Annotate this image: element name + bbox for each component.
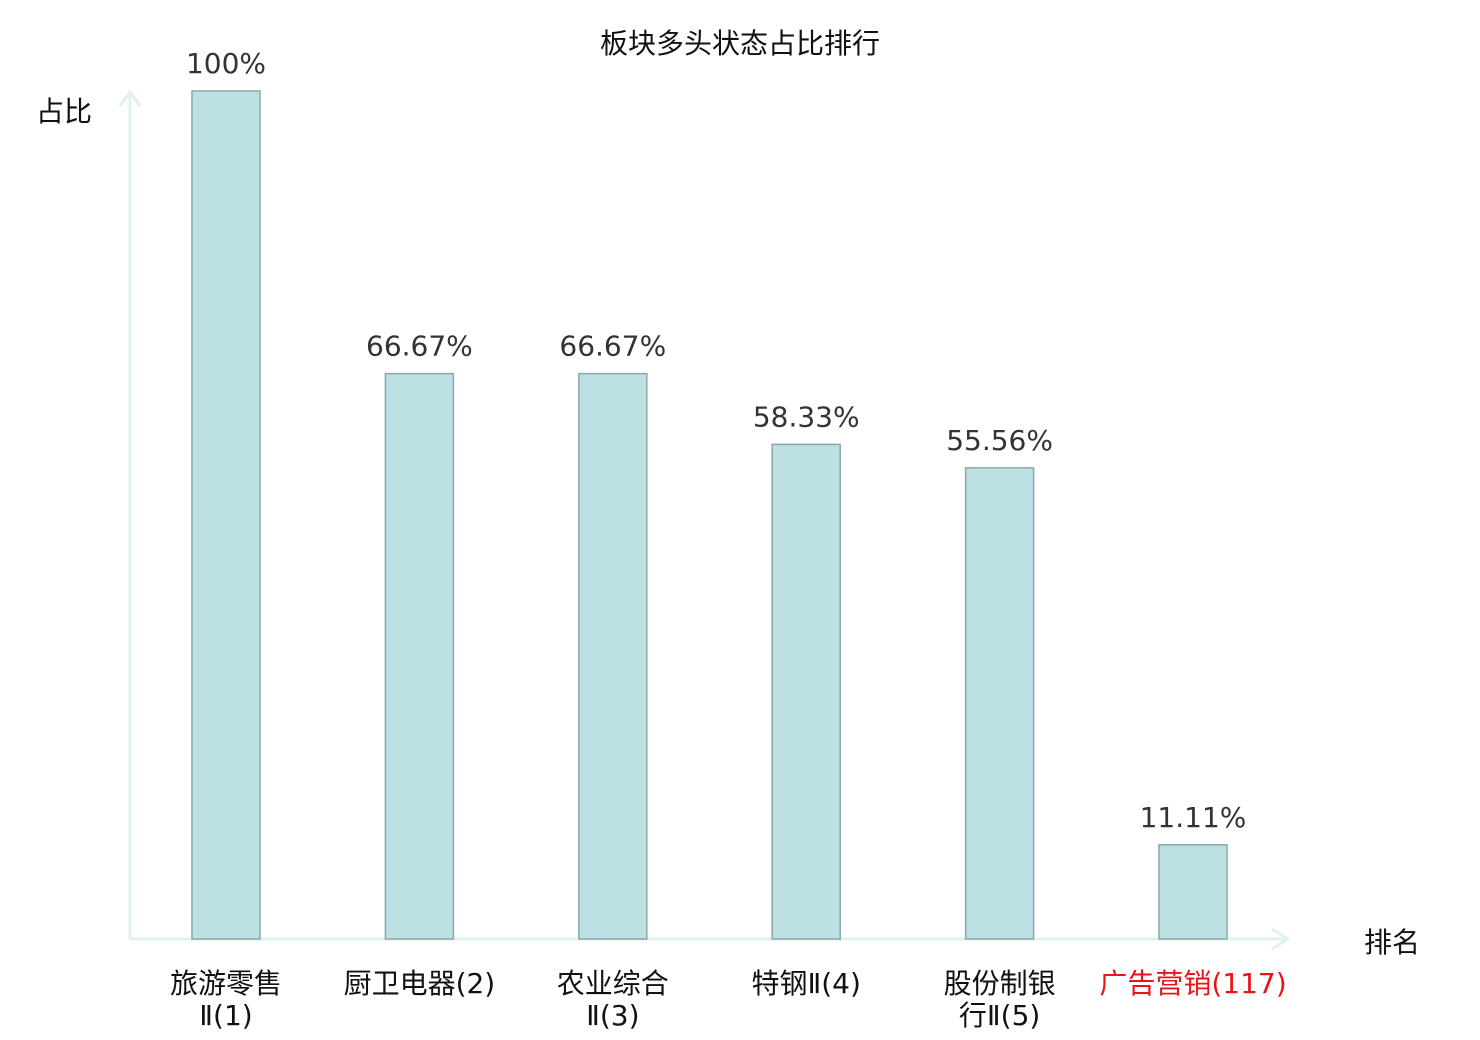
x-tick-label: 厨卫电器(2) <box>344 967 496 1000</box>
data-label: 100% <box>186 47 266 80</box>
x-tick-label: 广告营销(117) <box>1099 967 1286 1000</box>
data-label: 11.11% <box>1140 801 1247 834</box>
x-tick-label: Ⅱ(1) <box>199 999 252 1032</box>
x-tick-label: 旅游零售 <box>170 967 282 1000</box>
bar <box>964 467 1035 940</box>
x-tick-label: Ⅱ(3) <box>586 999 639 1032</box>
bar <box>578 372 648 940</box>
bar <box>191 90 261 940</box>
data-label: 55.56% <box>946 424 1053 457</box>
data-label: 58.33% <box>753 400 860 433</box>
y-axis-label: 占比 <box>36 95 92 128</box>
data-label: 66.67% <box>366 330 473 363</box>
x-tick-label: 行Ⅱ(5) <box>959 999 1040 1032</box>
bar <box>384 372 455 940</box>
x-tick-label: 特钢Ⅱ(4) <box>751 967 860 1000</box>
x-axis <box>130 927 1291 951</box>
data-label: 66.67% <box>559 330 666 363</box>
y-axis <box>118 89 142 939</box>
bar <box>771 443 841 940</box>
bar <box>1158 844 1228 940</box>
chart-title: 板块多头状态占比排行 <box>600 27 880 60</box>
x-tick-label: 股份制银 <box>944 967 1056 1000</box>
x-axis-label: 排名 <box>1364 926 1420 959</box>
x-tick-label: 农业综合 <box>557 967 669 1000</box>
